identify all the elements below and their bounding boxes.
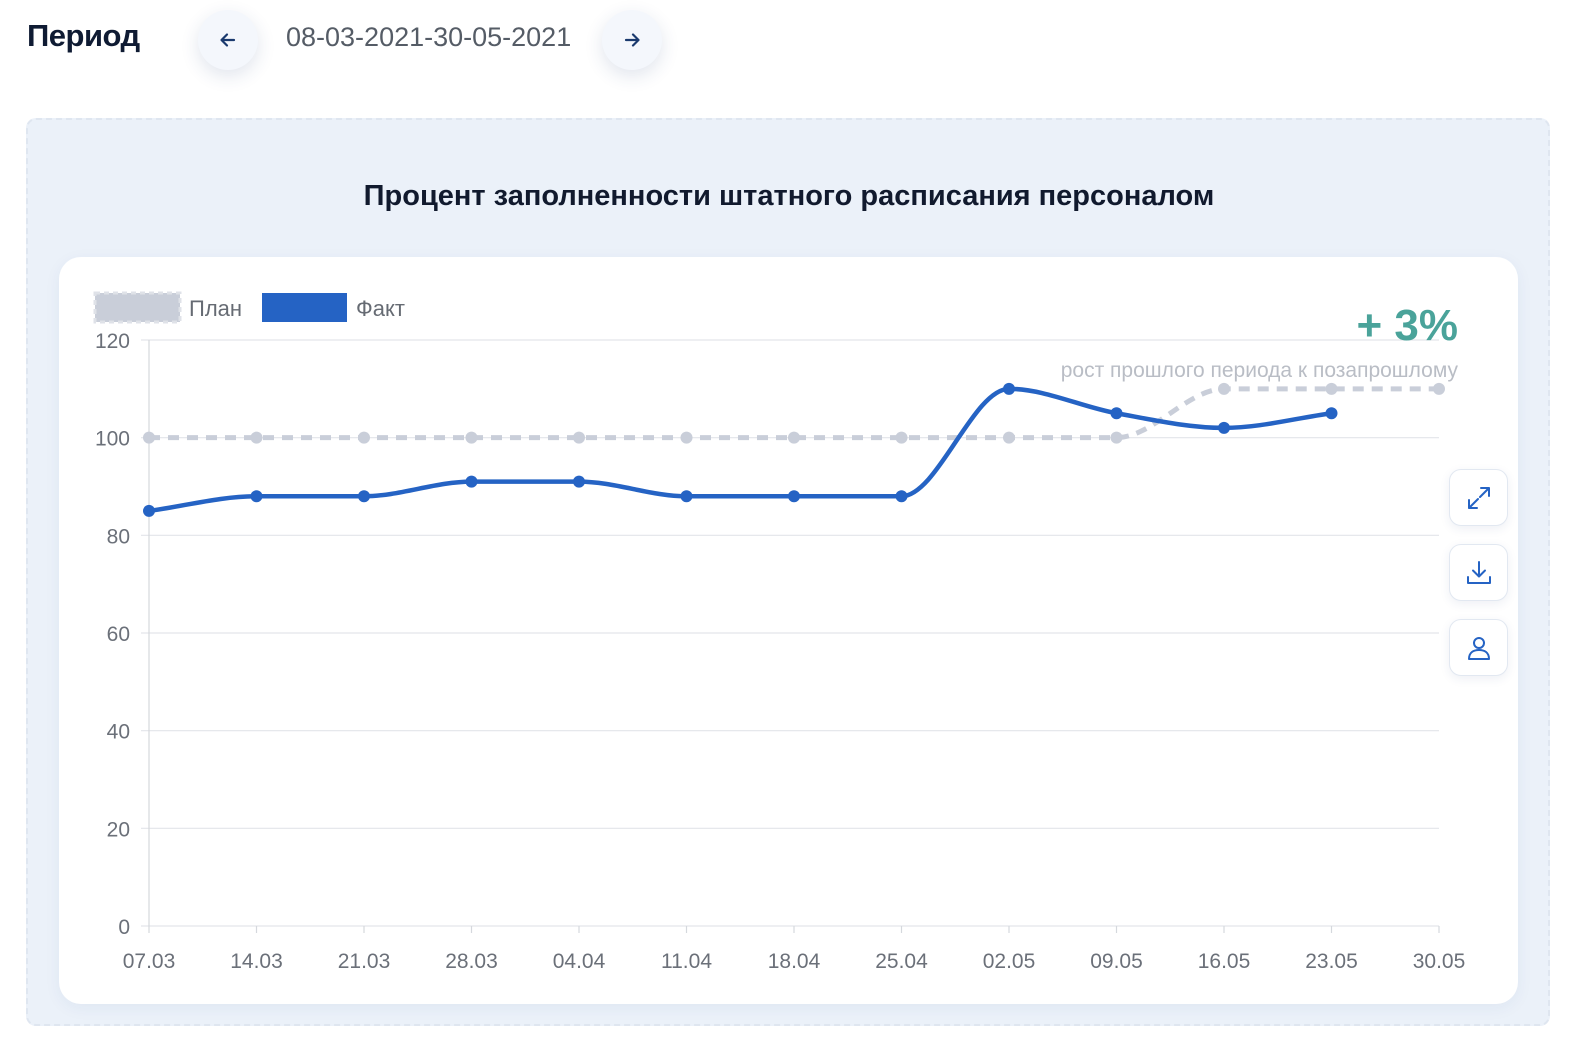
- data-point-fact: [680, 490, 693, 503]
- data-point-fact: [895, 490, 908, 503]
- data-point-fact: [1110, 407, 1123, 420]
- legend-swatch-0: [93, 291, 182, 324]
- data-point-fact: [1218, 421, 1230, 434]
- series: [143, 382, 1445, 517]
- data-point-plan: [1433, 382, 1445, 395]
- x-tick-label: 21.03: [338, 950, 391, 973]
- y-tick-label: 20: [107, 818, 130, 841]
- y-tick-label: 100: [95, 428, 130, 451]
- data-point-fact: [358, 490, 370, 503]
- data-point-plan: [573, 431, 585, 444]
- data-point-plan: [143, 431, 155, 444]
- download-icon: [1466, 560, 1491, 584]
- growth-caption: рост прошлого периода к позапрошлому: [1061, 359, 1459, 382]
- previous-period-button[interactable]: [198, 10, 258, 70]
- y-tick-label: 60: [107, 623, 130, 646]
- data-point-fact: [465, 475, 478, 488]
- y-tick-label: 120: [95, 330, 130, 353]
- data-point-plan: [1218, 382, 1230, 395]
- data-point-plan: [250, 431, 263, 444]
- data-point-plan: [1110, 431, 1123, 444]
- expand-icon: [1467, 486, 1490, 509]
- data-point-plan: [895, 431, 908, 444]
- series-line-plan: [149, 386, 1439, 441]
- growth-value: + 3%: [1356, 301, 1458, 350]
- y-tick-label: 0: [118, 916, 130, 939]
- data-point-plan: [1325, 382, 1338, 395]
- user-icon: [1467, 636, 1490, 660]
- chart-card: [59, 257, 1518, 1004]
- data-point-plan: [788, 431, 800, 444]
- data-point-fact: [250, 490, 263, 503]
- x-tick-label: 04.04: [553, 950, 606, 973]
- legend-swatch-1: [262, 293, 347, 322]
- data-point-plan: [1003, 431, 1015, 444]
- next-period-button[interactable]: [602, 10, 662, 70]
- x-tick-label: 11.04: [661, 950, 712, 973]
- arrow-left-icon: [220, 33, 236, 47]
- download-button[interactable]: [1449, 544, 1508, 601]
- x-tick-label: 16.05: [1198, 950, 1251, 973]
- period-label: Период: [27, 18, 140, 53]
- x-tick-label: 14.03: [230, 950, 283, 973]
- x-tick-label: 07.03: [123, 950, 176, 973]
- arrow-right-icon: [624, 33, 640, 47]
- user-button[interactable]: [1449, 619, 1508, 676]
- axes: 0 20 40 60 80 100 120 07.03 14.03 21.03 28.03 04.04…: [95, 330, 1465, 973]
- x-tick-label: 09.05: [1090, 950, 1143, 973]
- y-tick-label: 40: [107, 721, 130, 744]
- period-bar: Период 08-03-2021-30-05-2021: [0, 0, 1588, 80]
- period-range: 08-03-2021-30-05-2021: [286, 22, 572, 52]
- grid-lines: [141, 339, 1439, 927]
- x-tick-label: 23.05: [1305, 950, 1358, 973]
- legend-label-0: План: [189, 296, 242, 321]
- data-point-plan: [680, 431, 693, 444]
- data-point-fact: [573, 475, 585, 488]
- data-point-fact: [1003, 382, 1015, 395]
- data-point-plan: [358, 431, 370, 444]
- data-point-fact: [788, 490, 800, 503]
- x-tick-label: 25.04: [875, 950, 928, 973]
- chart-title: Процент заполненности штатного расписани…: [363, 180, 1215, 212]
- legend-label-1: Факт: [356, 296, 405, 321]
- x-tick-label: 28.03: [445, 950, 498, 973]
- x-tick-label: 18.04: [768, 950, 821, 973]
- x-tick-label: 02.05: [983, 950, 1036, 973]
- data-point-fact: [1325, 407, 1338, 420]
- y-tick-label: 80: [107, 525, 130, 548]
- expand-button[interactable]: [1449, 469, 1508, 526]
- x-tick-label: 30.05: [1413, 950, 1466, 973]
- data-point-fact: [143, 504, 155, 517]
- data-point-plan: [465, 431, 478, 444]
- legend: План Факт: [93, 291, 405, 324]
- series-line-fact: [148, 386, 1332, 514]
